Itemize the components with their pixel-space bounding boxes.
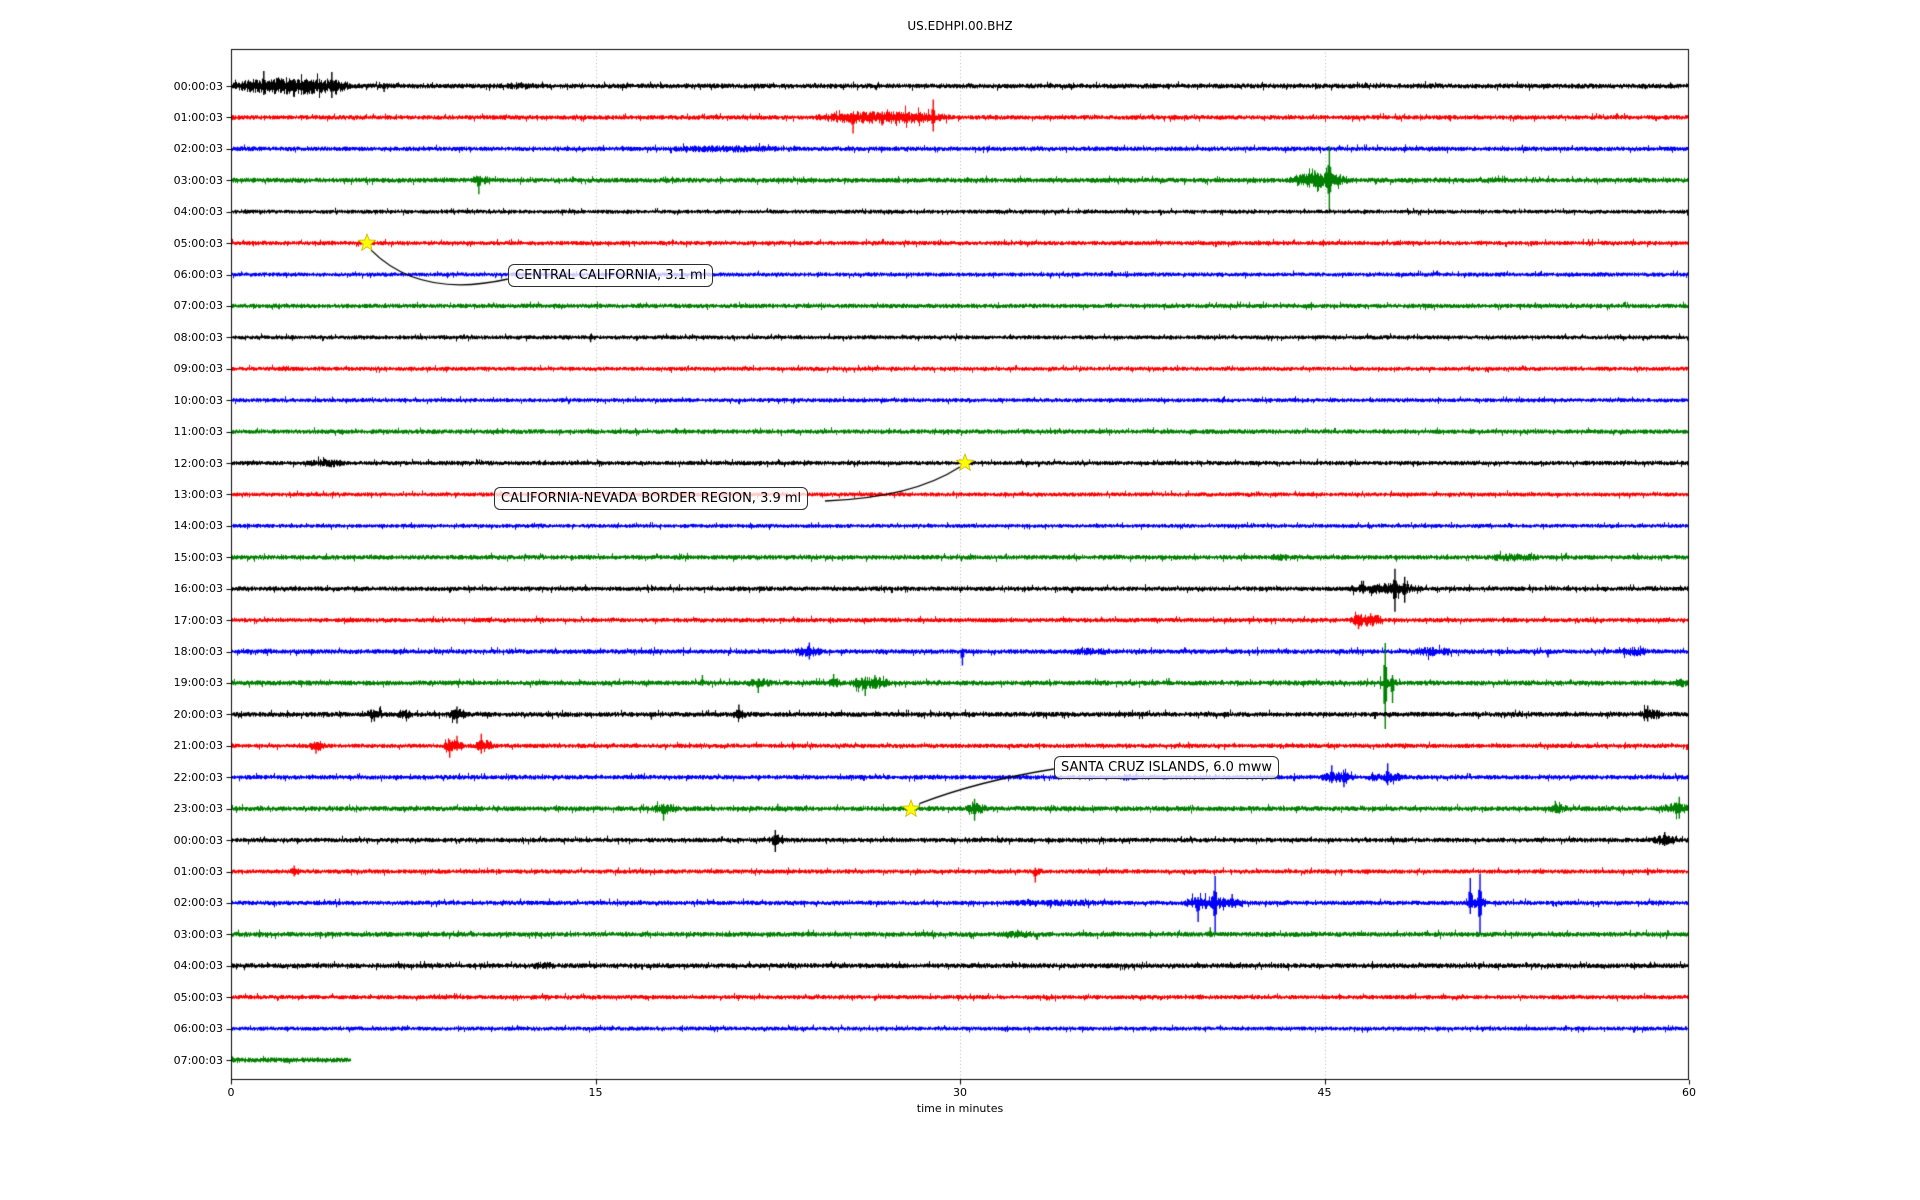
y-tick-label: 07:00:03 bbox=[173, 299, 223, 313]
event-annotation-label: CENTRAL CALIFORNIA, 3.1 ml bbox=[508, 264, 714, 287]
y-tick-label: 06:00:03 bbox=[173, 268, 223, 282]
y-tick-label: 05:00:03 bbox=[173, 990, 223, 1004]
x-tick-label: 15 bbox=[588, 1086, 603, 1099]
y-tick-label: 05:00:03 bbox=[173, 236, 223, 250]
event-star-icon bbox=[901, 798, 922, 817]
x-tick-label: 60 bbox=[1682, 1086, 1696, 1099]
y-tick-label: 22:00:03 bbox=[173, 770, 223, 784]
y-tick-label: 18:00:03 bbox=[173, 645, 223, 659]
y-tick-label: 02:00:03 bbox=[173, 896, 223, 910]
event-star-icon bbox=[357, 232, 377, 252]
y-tick-label: 06:00:03 bbox=[173, 1022, 223, 1036]
y-tick-label: 08:00:03 bbox=[173, 330, 223, 344]
y-tick-label: 03:00:03 bbox=[173, 927, 223, 941]
y-tick-label: 15:00:03 bbox=[173, 550, 223, 564]
y-tick-label: 11:00:03 bbox=[173, 425, 223, 439]
event-annotation-label: SANTA CRUZ ISLANDS, 6.0 mww bbox=[1054, 756, 1280, 779]
y-tick-label: 07:00:03 bbox=[173, 1053, 223, 1067]
y-tick-label: 23:00:03 bbox=[173, 802, 223, 816]
y-tick-label: 01:00:03 bbox=[173, 110, 223, 124]
y-tick-label: 17:00:03 bbox=[173, 613, 223, 627]
x-tick-label: 30 bbox=[953, 1086, 967, 1099]
x-tick-label: 45 bbox=[1317, 1086, 1332, 1099]
y-tick-label: 00:00:03 bbox=[173, 79, 223, 93]
y-tick-label: 16:00:03 bbox=[173, 582, 223, 596]
y-tick-label: 03:00:03 bbox=[173, 173, 223, 187]
y-tick-label: 12:00:03 bbox=[173, 456, 223, 470]
y-tick-label: 19:00:03 bbox=[173, 676, 223, 690]
y-tick-label: 10:00:03 bbox=[173, 393, 223, 407]
y-tick-label: 02:00:03 bbox=[173, 142, 223, 156]
y-tick-label: 04:00:03 bbox=[173, 959, 223, 973]
y-tick-label: 20:00:03 bbox=[173, 707, 223, 721]
event-star-icon bbox=[955, 452, 975, 472]
y-tick-label: 00:00:03 bbox=[173, 833, 223, 847]
y-tick-label: 09:00:03 bbox=[173, 362, 223, 376]
y-tick-label: 14:00:03 bbox=[173, 519, 223, 533]
y-tick-label: 13:00:03 bbox=[173, 487, 223, 501]
y-tick-label: 21:00:03 bbox=[173, 739, 223, 753]
y-tick-label: 01:00:03 bbox=[173, 865, 223, 878]
event-annotation-label: CALIFORNIA-NEVADA BORDER REGION, 3.9 ml bbox=[494, 487, 809, 510]
x-tick-label: 0 bbox=[227, 1086, 235, 1099]
x-axis-title: time in minutes bbox=[916, 1102, 1004, 1115]
y-tick-label: 04:00:03 bbox=[173, 205, 223, 219]
